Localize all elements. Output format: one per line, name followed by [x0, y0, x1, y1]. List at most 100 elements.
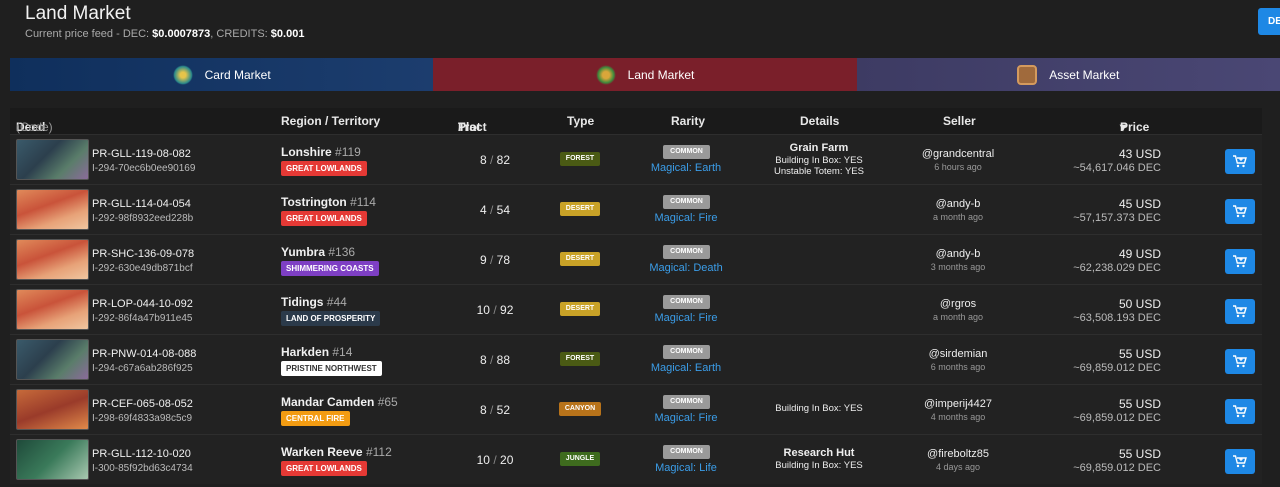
plot-value: 92 [500, 303, 514, 317]
col-seller[interactable]: Seller [943, 114, 976, 128]
type-badge: JUNGLE [560, 452, 600, 466]
territory-badge: SHIMMERING COASTS [281, 261, 379, 276]
deed-image[interactable] [16, 289, 89, 330]
buy-button[interactable] [1225, 299, 1255, 324]
tab-asset-market[interactable]: Asset Market [856, 58, 1280, 91]
price-usd: 55 USD [1118, 347, 1161, 361]
deed-id[interactable]: PR-LOP-044-10-092 [92, 298, 193, 310]
details: Grain Farm Building In Box: YES Unstable T… [755, 141, 883, 177]
seller-name[interactable]: @grandcentral [921, 148, 995, 160]
deed-id[interactable]: PR-SHC-136-09-078 [92, 248, 195, 260]
region-label: Warken Reeve [281, 445, 363, 459]
table-row[interactable]: PR-SHC-136-09-078 I-292-630e49db871bcf Yum… [10, 234, 1262, 284]
price-usd: 43 USD [1118, 147, 1161, 161]
listings-table: Deed (Code) Region / Territory Tract / P… [10, 108, 1262, 484]
table-row[interactable]: PR-GLL-114-04-054 I-292-98f8932eed228b Tos… [10, 184, 1262, 234]
seller-name[interactable]: @rgros [939, 298, 977, 310]
tab-label: Card Market [204, 67, 271, 82]
rarity-badge: COMMON [663, 245, 710, 259]
price-usd: 50 USD [1118, 297, 1161, 311]
rarity-badge: COMMON [663, 195, 710, 209]
price-feed: Current price feed - DEC: $0.0007873, CR… [25, 28, 304, 40]
territory-badge: GREAT LOWLANDS [281, 461, 367, 476]
page-title: Land Market [25, 3, 131, 24]
listing-time: 6 months ago [930, 362, 986, 372]
deed-image[interactable] [16, 139, 89, 180]
type-badge: FOREST [560, 152, 600, 166]
price-usd: 55 USD [1118, 397, 1161, 411]
card-market-icon [172, 64, 193, 85]
seller-name[interactable]: @fireboltz85 [927, 448, 989, 460]
dec-price: $0.0007873 [152, 28, 211, 40]
table-header: Deed (Code) Region / Territory Tract / P… [10, 108, 1262, 134]
feed-label: Current price feed - DEC: [25, 28, 153, 40]
seller-name[interactable]: @imperij4427 [923, 398, 993, 410]
deed-code: I-294-c67a6ab286f925 [92, 363, 193, 374]
plot-value: 54 [496, 203, 511, 217]
deed-image[interactable] [16, 439, 89, 480]
table-row[interactable]: PR-CEF-065-08-052 I-298-69f4833a98c5c9 Man… [10, 384, 1262, 434]
col-type[interactable]: Type [567, 114, 595, 128]
table-row[interactable]: PR-PNW-014-08-088 I-294-c67a6ab286f925 Har… [10, 334, 1262, 384]
deed-image[interactable] [16, 389, 89, 430]
buy-button[interactable] [1225, 149, 1255, 174]
col-rarity[interactable]: Rarity [671, 114, 706, 128]
tract-value: 8 [479, 153, 487, 167]
corner-button[interactable]: DE [1258, 8, 1280, 35]
region-number: #65 [377, 395, 398, 409]
buy-button[interactable] [1225, 349, 1255, 374]
deed-image[interactable] [16, 339, 89, 380]
deed-id[interactable]: PR-GLL-112-10-020 [92, 448, 191, 460]
territory-badge: PRISTINE NORTHWEST [281, 361, 382, 376]
deed-image[interactable] [16, 239, 89, 280]
tract-value: 10 [476, 453, 490, 467]
deed-code: I-298-69f4833a98c5c9 [92, 413, 193, 424]
listing-time: 4 days ago [935, 462, 981, 472]
rarity-badge: COMMON [663, 145, 710, 159]
seller-name[interactable]: @andy-b [935, 198, 981, 210]
deed-id[interactable]: PR-CEF-065-08-052 [92, 398, 193, 410]
price-dec: ~69,859.012 DEC [1073, 362, 1161, 374]
type-badge: DESERT [560, 252, 600, 266]
seller-name[interactable]: @andy-b [935, 248, 981, 260]
page-header: Land Market Current price feed - DEC: $0… [0, 0, 1280, 58]
deed-image[interactable] [16, 189, 89, 230]
col-code-label: (Code) [16, 120, 53, 134]
col-region[interactable]: Region / Territory [281, 114, 381, 128]
table-row[interactable]: PR-GLL-119-08-082 I-294-70ec6b0ee90169 Lon… [10, 134, 1262, 184]
seller-name[interactable]: @sirdemian [928, 348, 988, 360]
credits-label: , CREDITS: [210, 28, 271, 40]
type-badge: DESERT [560, 302, 600, 316]
tract-plot: 10 / 92 [476, 303, 514, 317]
region-number: #119 [335, 145, 361, 159]
tract-plot: 4 / 54 [479, 203, 511, 217]
type-badge: FOREST [560, 352, 600, 366]
tab-land-market[interactable]: Land Market [433, 58, 857, 91]
col-tract-label: Tract [458, 120, 487, 134]
table-row[interactable]: PR-GLL-112-10-020 I-300-85f92bd63c4734 War… [10, 434, 1262, 484]
magic-type: Magical: Fire [654, 412, 718, 424]
deed-id[interactable]: PR-GLL-119-08-082 [92, 148, 191, 160]
tract-value: 8 [479, 353, 487, 367]
cart-icon [1233, 205, 1247, 218]
chevron-down-icon: ▾ [1120, 120, 1127, 134]
deed-id[interactable]: PR-PNW-014-08-088 [92, 348, 197, 360]
buy-button[interactable] [1225, 399, 1255, 424]
details: Building In Box: YES [755, 403, 883, 414]
table-row[interactable]: PR-LOP-044-10-092 I-292-86f4a47b911e45 Tid… [10, 284, 1262, 334]
buy-button[interactable] [1225, 249, 1255, 274]
tab-card-market[interactable]: Card Market [10, 58, 434, 91]
region-label: Tostrington [281, 195, 347, 209]
credits-price: $0.001 [270, 28, 305, 40]
rarity-badge: COMMON [663, 395, 710, 409]
buy-button[interactable] [1225, 449, 1255, 474]
details-line: Unstable Totem: YES [774, 166, 864, 177]
region-number: #14 [332, 345, 353, 359]
details-title: Research Hut [783, 447, 855, 459]
rarity-badge: COMMON [663, 345, 710, 359]
buy-button[interactable] [1225, 199, 1255, 224]
deed-id[interactable]: PR-GLL-114-04-054 [92, 198, 191, 210]
cart-icon [1233, 255, 1247, 268]
deed-code: I-300-85f92bd63c4734 [92, 463, 193, 474]
price-dec: ~69,859.012 DEC [1073, 462, 1161, 474]
